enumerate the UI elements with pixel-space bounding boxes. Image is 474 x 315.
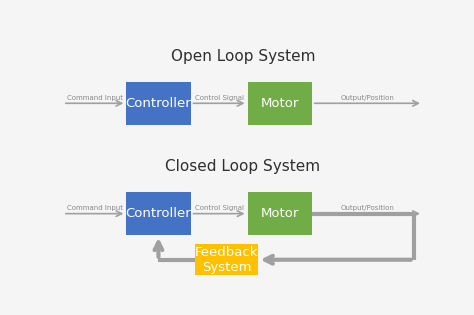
FancyBboxPatch shape <box>126 82 191 124</box>
Text: Motor: Motor <box>261 97 299 110</box>
FancyBboxPatch shape <box>247 82 312 124</box>
FancyBboxPatch shape <box>126 192 191 235</box>
FancyBboxPatch shape <box>247 192 312 235</box>
Text: Feedback
System: Feedback System <box>195 246 258 274</box>
Text: Command Input: Command Input <box>67 94 123 100</box>
Text: Control Signal: Control Signal <box>194 94 244 100</box>
Text: Controller: Controller <box>126 207 191 220</box>
Text: Motor: Motor <box>261 207 299 220</box>
Text: Open Loop System: Open Loop System <box>171 49 315 64</box>
FancyBboxPatch shape <box>195 244 258 276</box>
Text: Output/Position: Output/Position <box>340 205 394 211</box>
Text: Control Signal: Control Signal <box>194 205 244 211</box>
Text: Controller: Controller <box>126 97 191 110</box>
Text: Command Input: Command Input <box>67 205 123 211</box>
Text: Output/Position: Output/Position <box>340 94 394 100</box>
Text: Closed Loop System: Closed Loop System <box>165 159 320 174</box>
